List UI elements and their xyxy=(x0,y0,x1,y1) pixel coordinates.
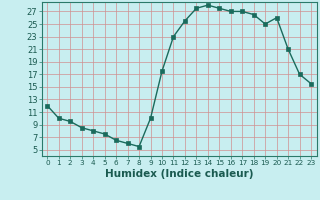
X-axis label: Humidex (Indice chaleur): Humidex (Indice chaleur) xyxy=(105,169,253,179)
